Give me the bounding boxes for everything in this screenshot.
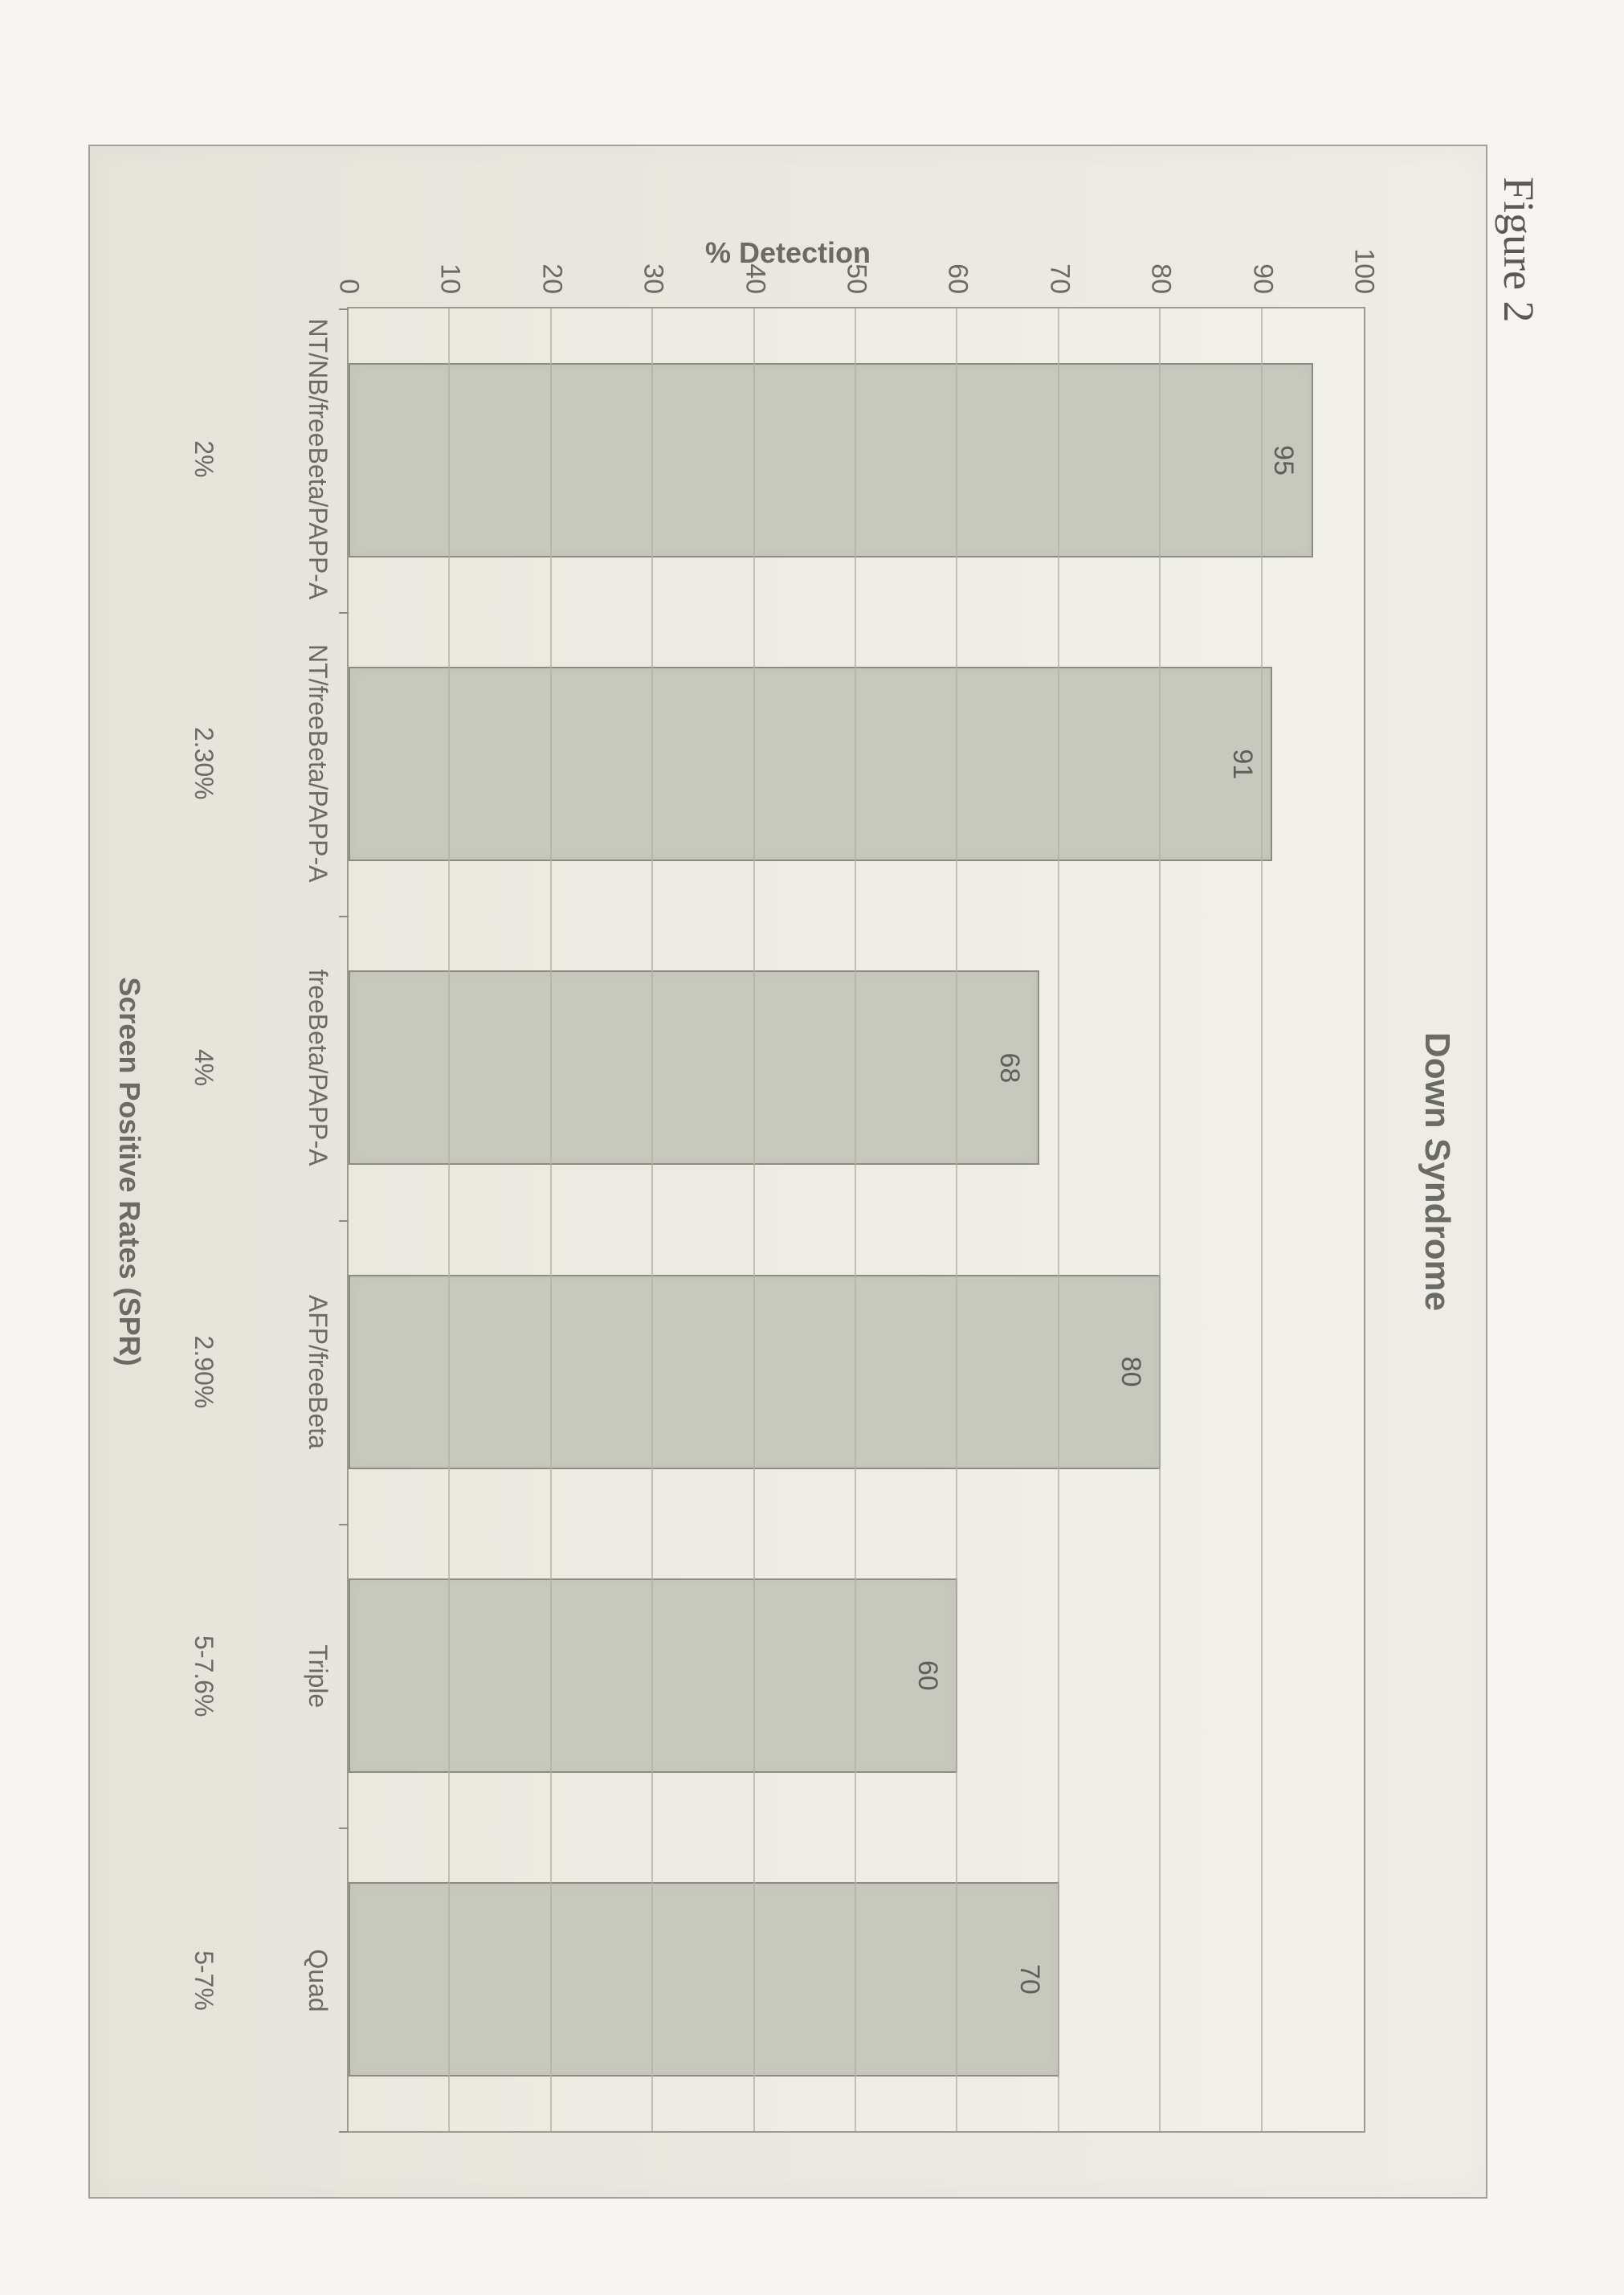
bar-slot: 80 bbox=[349, 1220, 1364, 1524]
category-tick bbox=[339, 612, 349, 614]
gridline bbox=[753, 308, 755, 2131]
gridline bbox=[1159, 308, 1161, 2131]
spr-label: 5-7% bbox=[170, 1828, 218, 2133]
y-tick-label: 70 bbox=[1043, 263, 1075, 294]
landscape-wrapper: Figure 2 Down Syndrome % Detection 95916… bbox=[0, 0, 1624, 2295]
bar-value-label: 70 bbox=[1014, 1964, 1045, 1995]
plot-area: 959168806070 0102030405060708090100 bbox=[347, 307, 1365, 2133]
gridline bbox=[448, 308, 450, 2131]
spr-label: 5-7.6% bbox=[170, 1524, 218, 1828]
category-label: freeBeta/PAPP-A bbox=[230, 916, 334, 1220]
gridline bbox=[651, 308, 653, 2131]
category-label: Triple bbox=[230, 1524, 334, 1828]
bar: 70 bbox=[349, 1882, 1059, 2077]
spr-label: 2.30% bbox=[170, 611, 218, 916]
bar-slot: 91 bbox=[349, 612, 1364, 916]
y-tick-label: 100 bbox=[1349, 248, 1380, 294]
x-axis-title: Screen Positive Rates (SPR) bbox=[112, 146, 146, 2197]
bar: 95 bbox=[349, 363, 1313, 557]
bar-value-label: 91 bbox=[1226, 749, 1258, 779]
category-tick bbox=[339, 2131, 349, 2133]
spr-label: 2% bbox=[170, 307, 218, 611]
category-tick bbox=[339, 1220, 349, 1222]
bar-slot: 68 bbox=[349, 916, 1364, 1219]
y-tick-label: 60 bbox=[942, 263, 973, 294]
category-tick bbox=[339, 1827, 349, 1829]
category-label: NT/freeBeta/PAPP-A bbox=[230, 611, 334, 916]
bars-row: 95 91 68 80 60 70 bbox=[349, 308, 1364, 2131]
category-tick bbox=[339, 1524, 349, 1525]
y-tick-label: 90 bbox=[1247, 263, 1278, 294]
category-label-row: NT/NB/freeBeta/PAPP-ANT/freeBeta/PAPP-Af… bbox=[230, 307, 334, 2133]
gridline bbox=[550, 308, 552, 2131]
y-tick-label: 50 bbox=[841, 263, 872, 294]
gridline bbox=[1058, 308, 1059, 2131]
gridline bbox=[1261, 308, 1263, 2131]
spr-label: 4% bbox=[170, 916, 218, 1220]
spr-label: 2.90% bbox=[170, 1219, 218, 1524]
category-label: NT/NB/freeBeta/PAPP-A bbox=[230, 307, 334, 611]
bar: 68 bbox=[349, 970, 1039, 1165]
spr-label-row: 2%2.30%4%2.90%5-7.6%5-7% bbox=[170, 307, 218, 2133]
y-tick-label: 80 bbox=[1145, 263, 1177, 294]
gridline bbox=[855, 308, 856, 2131]
y-tick-label: 20 bbox=[536, 263, 567, 294]
bar-value-label: 80 bbox=[1115, 1357, 1146, 1387]
page: Figure 2 Down Syndrome % Detection 95916… bbox=[0, 0, 1624, 2295]
category-tick bbox=[339, 916, 349, 917]
bar-slot: 60 bbox=[349, 1524, 1364, 1827]
figure-caption: Figure 2 bbox=[1494, 177, 1544, 2199]
y-tick-label: 0 bbox=[333, 279, 365, 294]
chart-title: Down Syndrome bbox=[1417, 146, 1457, 2197]
chart-frame: Down Syndrome % Detection 959168806070 0… bbox=[88, 145, 1487, 2199]
gridline bbox=[956, 308, 957, 2131]
category-tick bbox=[339, 308, 349, 310]
bar-value-label: 60 bbox=[912, 1660, 943, 1691]
y-tick-label: 30 bbox=[638, 263, 669, 294]
category-label: AFP/freeBeta bbox=[230, 1219, 334, 1524]
bar-slot: 70 bbox=[349, 1827, 1364, 2131]
category-label: Quad bbox=[230, 1828, 334, 2133]
bar-value-label: 68 bbox=[994, 1053, 1025, 1084]
bar: 91 bbox=[349, 667, 1272, 861]
bar-value-label: 95 bbox=[1267, 445, 1299, 476]
y-tick-label: 10 bbox=[435, 263, 466, 294]
y-tick-label: 40 bbox=[739, 263, 770, 294]
bar-slot: 95 bbox=[349, 308, 1364, 612]
